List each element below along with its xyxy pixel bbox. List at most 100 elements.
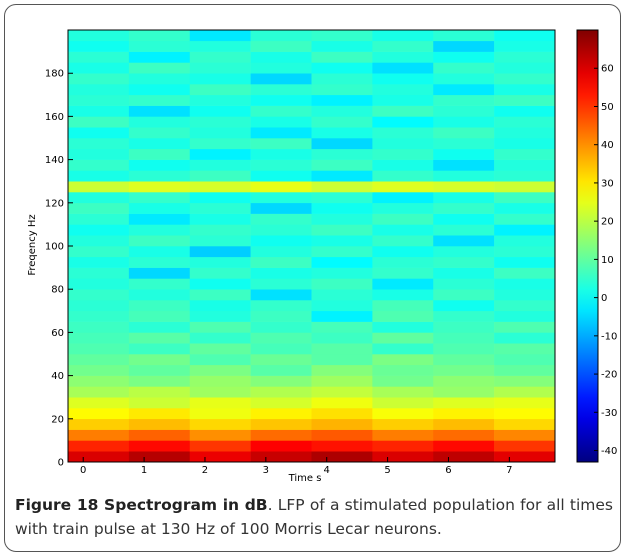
heatmap-cell bbox=[311, 256, 373, 268]
heatmap-cell bbox=[494, 73, 556, 85]
heatmap-cell bbox=[311, 148, 373, 160]
heatmap-cell bbox=[250, 451, 312, 463]
heatmap-cell bbox=[433, 51, 495, 63]
heatmap-cell bbox=[372, 30, 434, 42]
heatmap-cell bbox=[372, 429, 434, 441]
heatmap-cell bbox=[128, 364, 191, 376]
colorbar-tick-label: 20 bbox=[601, 217, 614, 228]
heatmap-cell bbox=[128, 73, 191, 85]
heatmap-cell bbox=[250, 159, 312, 171]
heatmap-cell bbox=[433, 386, 495, 398]
heatmap-cell bbox=[189, 138, 251, 150]
heatmap-cell bbox=[433, 105, 495, 117]
heatmap-cell bbox=[68, 51, 130, 63]
heatmap-cell bbox=[311, 159, 373, 171]
heatmap-cell bbox=[250, 386, 312, 398]
heatmap-cell bbox=[250, 127, 312, 139]
heatmap-cell bbox=[68, 386, 130, 398]
heatmap-cell bbox=[68, 278, 130, 290]
heatmap-cell bbox=[433, 429, 495, 441]
heatmap-cell bbox=[250, 62, 312, 74]
heatmap-cell bbox=[494, 181, 556, 193]
heatmap-cell bbox=[311, 51, 373, 63]
heatmap-cell bbox=[128, 418, 191, 430]
heatmap-cell bbox=[311, 116, 373, 128]
heatmap-cell bbox=[433, 94, 495, 106]
heatmap-cell bbox=[189, 440, 251, 452]
heatmap-cell bbox=[189, 170, 251, 182]
heatmap-cell bbox=[250, 364, 312, 376]
colorbar-tick-label: -30 bbox=[601, 408, 617, 419]
heatmap-cell bbox=[68, 138, 130, 150]
heatmap-cell bbox=[433, 418, 495, 430]
heatmap-cell bbox=[433, 170, 495, 182]
heatmap-cell bbox=[189, 51, 251, 63]
heatmap-cell bbox=[250, 375, 312, 387]
colorbar-tick-label: 60 bbox=[601, 64, 614, 75]
heatmap-cell bbox=[68, 246, 130, 258]
heatmap-cell bbox=[68, 440, 130, 452]
heatmap-cell bbox=[189, 408, 251, 420]
heatmap-cell bbox=[433, 451, 495, 463]
heatmap-cell bbox=[433, 321, 495, 333]
heatmap-cell bbox=[68, 235, 130, 247]
heatmap-cell bbox=[494, 116, 556, 128]
heatmap-cell bbox=[250, 224, 312, 236]
heatmap-cell bbox=[189, 310, 251, 322]
heatmap-cell bbox=[128, 105, 191, 117]
heatmap-cell bbox=[311, 375, 373, 387]
heatmap-cell bbox=[189, 224, 251, 236]
heatmap-cell bbox=[250, 332, 312, 344]
heatmap-cell bbox=[250, 321, 312, 333]
heatmap-cell bbox=[372, 181, 434, 193]
x-tick-label: 7 bbox=[506, 465, 512, 476]
heatmap-cell bbox=[494, 30, 556, 42]
heatmap-cell bbox=[372, 440, 434, 452]
heatmap-cell bbox=[433, 127, 495, 139]
heatmap-cell bbox=[433, 62, 495, 74]
heatmap-cell bbox=[433, 40, 495, 52]
heatmap-cell bbox=[128, 235, 191, 247]
heatmap-cell bbox=[311, 451, 373, 463]
heatmap-cell bbox=[433, 397, 495, 409]
heatmap-cell bbox=[189, 105, 251, 117]
heatmap-cell bbox=[372, 84, 434, 96]
y-tick-label: 180 bbox=[45, 69, 64, 80]
colorbar-tick-label: 50 bbox=[601, 102, 614, 113]
heatmap-cell bbox=[372, 40, 434, 52]
heatmap-cell bbox=[372, 256, 434, 268]
heatmap-cell bbox=[250, 192, 312, 204]
heatmap-cell bbox=[372, 116, 434, 128]
heatmap-cell bbox=[128, 310, 191, 322]
heatmap-cell bbox=[68, 256, 130, 268]
heatmap-cell bbox=[189, 289, 251, 301]
heatmap-cell bbox=[494, 310, 556, 322]
heatmap-cell bbox=[372, 148, 434, 160]
heatmap-cell bbox=[372, 408, 434, 420]
y-tick-label: 80 bbox=[51, 285, 64, 296]
heatmap-cell bbox=[68, 408, 130, 420]
heatmap-cell bbox=[189, 354, 251, 366]
heatmap-cell bbox=[311, 267, 373, 279]
heatmap-cell bbox=[494, 62, 556, 74]
heatmap-cell bbox=[433, 213, 495, 225]
heatmap-cell bbox=[494, 213, 556, 225]
heatmap-cell bbox=[372, 94, 434, 106]
heatmap-cell bbox=[68, 418, 130, 430]
heatmap-cell bbox=[128, 40, 191, 52]
heatmap-cell bbox=[433, 148, 495, 160]
heatmap-cell bbox=[494, 267, 556, 279]
heatmap-cell bbox=[311, 418, 373, 430]
heatmap-cell bbox=[494, 246, 556, 258]
heatmap-cell bbox=[128, 138, 191, 150]
heatmap-cell bbox=[494, 364, 556, 376]
colorbar-tick-label: 10 bbox=[601, 255, 614, 266]
heatmap-cell bbox=[494, 332, 556, 344]
y-tick-label: 60 bbox=[51, 328, 64, 339]
heatmap-cell bbox=[250, 343, 312, 355]
heatmap-cell bbox=[250, 300, 312, 312]
colorbar-tick-label: -20 bbox=[601, 370, 617, 381]
heatmap-cell bbox=[372, 224, 434, 236]
heatmap-cell bbox=[494, 127, 556, 139]
heatmap-cell bbox=[189, 278, 251, 290]
